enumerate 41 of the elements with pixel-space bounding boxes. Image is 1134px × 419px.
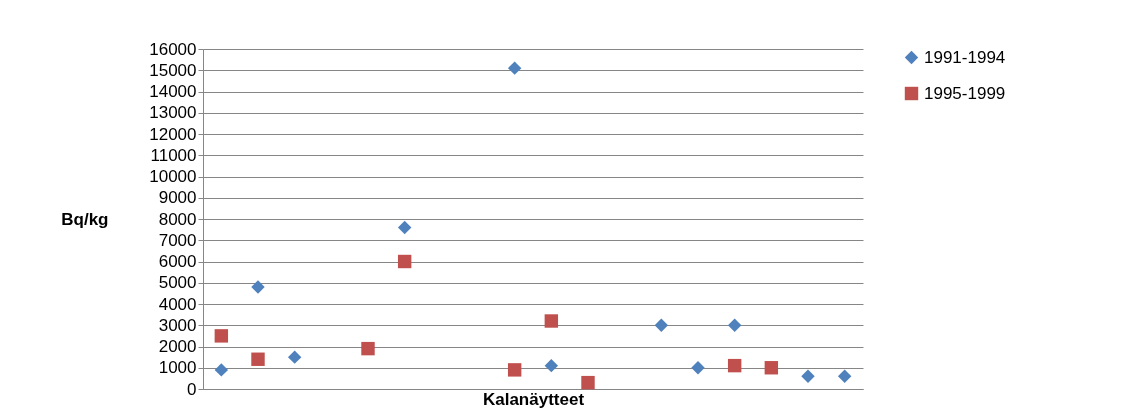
legend-label: 1995-1999 [924,83,1006,103]
point [397,254,412,269]
x-axis-title: Kalanäytteet [482,389,585,409]
y-tick-label: 2000 [158,337,197,356]
point [654,318,669,332]
y-tick-label: 11000 [150,145,197,165]
y-tick-label: 15000 [149,60,197,80]
y-tick-label: 3000 [158,315,197,335]
point [507,61,522,75]
point [727,318,742,332]
point [287,350,302,364]
y-tick-label: 12000 [149,124,197,144]
point [214,363,229,377]
point [361,341,375,356]
y-tick-label: 6000 [158,252,197,271]
point [544,314,559,328]
point [544,358,559,373]
y-tick-label: 9000 [158,188,197,208]
y-tick-label: 13000 [149,103,197,123]
y-tick-label: 16000 [149,39,197,59]
point [801,369,815,383]
y-tick-label: 1000 [158,358,197,378]
point [214,329,229,343]
point [581,375,595,390]
y-tick-label: 14000 [149,82,197,101]
point [764,361,779,375]
point [397,220,412,235]
y-tick-label: 5000 [158,273,197,293]
y-tick-label: 7000 [158,230,197,250]
point [251,352,265,366]
point [251,280,265,294]
y-tick-label: 8000 [158,209,197,229]
y-tick-label: 0 [187,379,197,399]
point [837,369,852,383]
point [507,363,522,377]
legend-label: 1991-1994 [924,47,1006,67]
y-axis-title: Bq/kg [61,209,109,229]
y-tick-label: 4000 [158,294,197,314]
point [727,358,742,373]
y-tick-label: 10000 [149,167,197,186]
point [691,361,705,375]
